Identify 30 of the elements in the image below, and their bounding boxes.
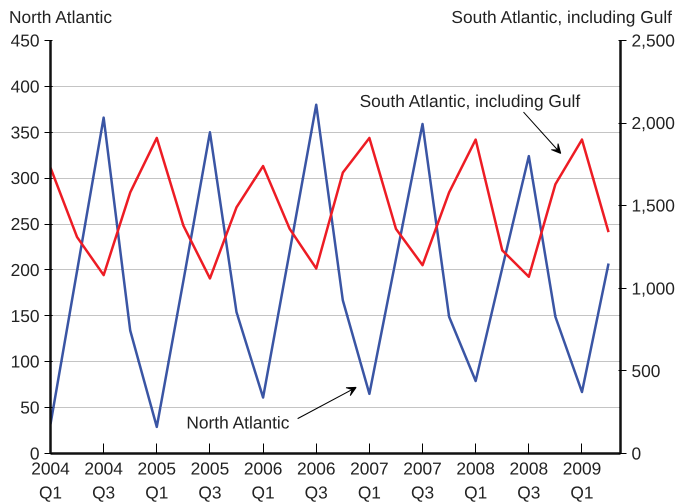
y-tick-label: 350: [10, 122, 40, 142]
x-tick-label: 2009 Q1: [562, 458, 602, 502]
y2-tick-label: 1,000: [632, 278, 675, 298]
y-axis-title: North Atlantic: [9, 6, 112, 29]
y2-tick-label: 2,500: [632, 30, 675, 50]
x-tick-label: 2007 Q3: [403, 458, 442, 502]
x-tick-label: 2004 Q3: [84, 458, 124, 502]
y-tick-label: 400: [10, 76, 40, 96]
y2-tick-label: 500: [632, 360, 660, 381]
x-tick-label: 2008 Q1: [456, 458, 495, 502]
x-tick-label: 2007 Q1: [350, 458, 389, 502]
y-tick-label: 300: [10, 168, 40, 188]
x-tick-label: 2005 Q1: [138, 458, 176, 502]
series-label: North Atlantic: [186, 412, 290, 432]
y2-tick-label: 1,500: [632, 196, 675, 216]
series-label: South Atlantic, including Gulf: [360, 91, 580, 112]
y2-axis-title: South Atlantic, including Gulf: [451, 6, 672, 29]
y2-tick-label: 2,000: [632, 113, 675, 134]
x-tick-label: 2008 Q3: [510, 458, 548, 502]
x-tick-label: 2005 Q3: [190, 458, 230, 502]
x-tick-label: 2006 Q1: [244, 458, 282, 502]
y-tick-label: 50: [20, 398, 40, 418]
line-series: [50, 136, 610, 280]
y-tick-label: 150: [10, 306, 40, 326]
y-tick-label: 450: [10, 30, 40, 50]
y-tick-label: 200: [10, 260, 40, 280]
x-tick-label: 2006 Q3: [296, 458, 336, 502]
y-tick-label: 250: [10, 214, 40, 234]
y-tick-label: 100: [10, 352, 40, 372]
y2-tick-label: 0: [632, 444, 642, 464]
